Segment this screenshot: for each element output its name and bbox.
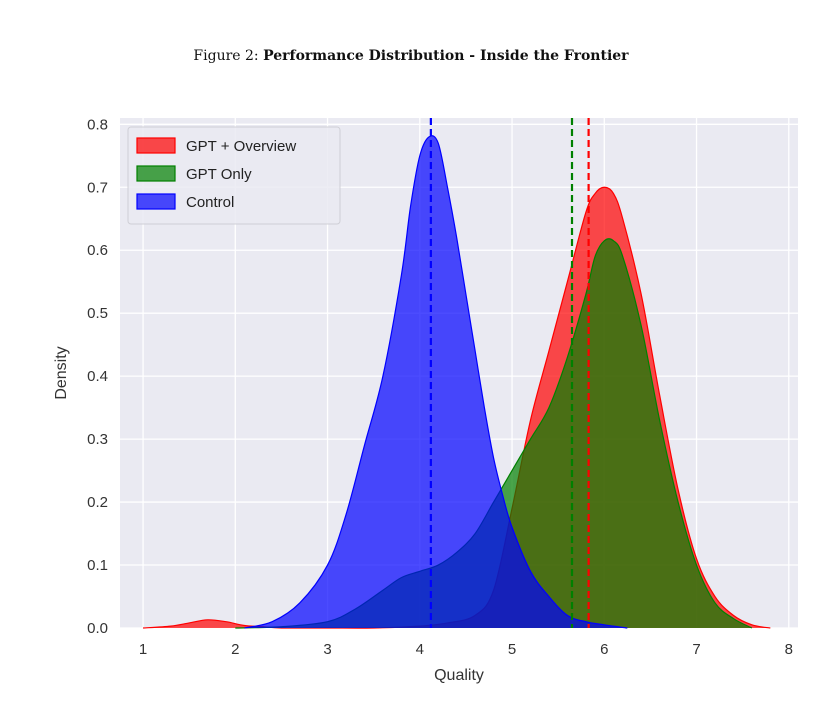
y-tick-label-2: 0.2: [87, 494, 108, 511]
figure-caption: Figure 2: Performance Distribution - Ins…: [0, 48, 822, 64]
x-tick-label-7: 8: [785, 641, 793, 658]
legend: GPT + Overview GPT Only Control: [127, 126, 341, 225]
y-tick-labels: 0.0 0.1 0.2 0.3 0.4 0.5 0.6 0.7 0.8: [87, 116, 108, 637]
legend-swatch-gpt-overview: [136, 137, 176, 154]
x-tick-label-5: 6: [600, 641, 608, 658]
y-tick-label-1: 0.1: [87, 557, 108, 574]
legend-label-gpt-only: GPT Only: [186, 166, 252, 183]
x-axis-label: Quality: [434, 667, 484, 684]
legend-swatch-gpt-only: [136, 165, 176, 182]
y-axis-label: Density: [53, 346, 70, 399]
x-tick-label-3: 4: [416, 641, 424, 658]
y-tick-label-6: 0.6: [87, 242, 108, 259]
mean-lines: [429, 118, 590, 628]
y-tick-label-8: 0.8: [87, 116, 108, 133]
y-tick-label-0: 0.0: [87, 620, 108, 637]
y-tick-label-3: 0.3: [87, 431, 108, 448]
y-tick-label-4: 0.4: [87, 368, 108, 385]
density-area-gpt-only: [235, 238, 752, 628]
legend-box: [127, 126, 341, 225]
figure-label: Figure 2:: [193, 48, 259, 64]
x-tick-label-2: 3: [323, 641, 331, 658]
x-tick-labels: 1 2 3 4 5 6 7 8: [139, 641, 793, 658]
x-tick-label-0: 1: [139, 641, 147, 658]
x-tick-label-4: 5: [508, 641, 516, 658]
density-line-control: [244, 135, 628, 629]
legend-label-control: Control: [186, 194, 234, 211]
x-tick-label-1: 2: [231, 641, 239, 658]
legend-label-gpt-overview: GPT + Overview: [186, 138, 296, 155]
legend-swatch-control: [136, 193, 176, 210]
x-tick-label-6: 7: [692, 641, 700, 658]
density-area-control: [244, 135, 628, 628]
density-areas: [143, 135, 771, 629]
y-tick-label-7: 0.7: [87, 179, 108, 196]
figure-title: Performance Distribution - Inside the Fr…: [263, 48, 629, 64]
y-tick-label-5: 0.5: [87, 305, 108, 322]
density-line-gpt-overview: [143, 186, 771, 629]
